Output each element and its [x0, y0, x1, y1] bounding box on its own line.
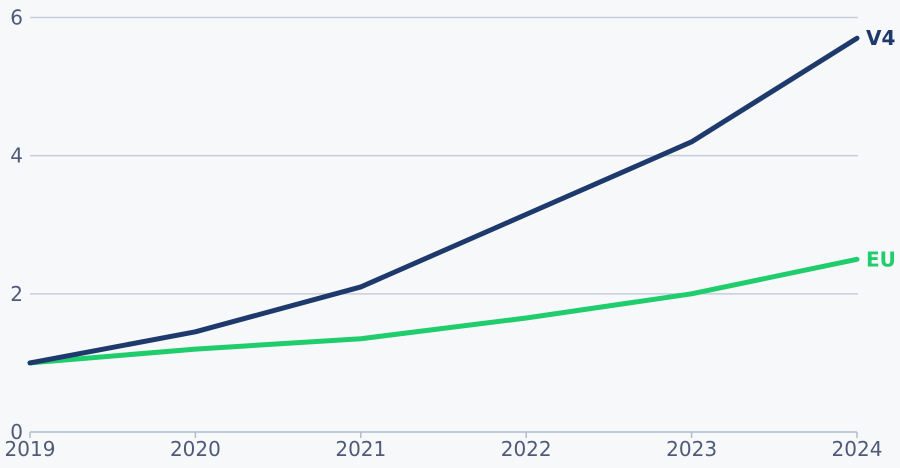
x-tick-label-2020: 2020 — [170, 437, 221, 461]
y-tick-label-4: 4 — [10, 144, 23, 168]
series-lines — [27, 35, 860, 366]
series-line-eu — [27, 256, 860, 366]
series-label-eu: EU — [866, 247, 896, 271]
series-label-v4: V4 — [866, 26, 895, 50]
series-line-v4 — [27, 35, 860, 366]
series-end-labels: EU V4 — [866, 26, 896, 271]
x-tick-label-2019: 2019 — [5, 437, 56, 461]
x-tick-labels: 2019 2020 2021 2022 2023 2024 — [5, 437, 883, 461]
gridlines — [30, 16, 858, 295]
x-tick-label-2023: 2023 — [666, 437, 717, 461]
x-tick-label-2021: 2021 — [335, 437, 386, 461]
y-tick-label-6: 6 — [10, 6, 23, 30]
x-axis — [29, 431, 858, 438]
x-tick-label-2024: 2024 — [832, 437, 883, 461]
y-tick-label-0: 0 — [10, 420, 23, 444]
y-tick-labels: 0 2 4 6 — [10, 6, 23, 445]
y-tick-label-2: 2 — [10, 282, 23, 306]
x-tick-label-2022: 2022 — [501, 437, 552, 461]
